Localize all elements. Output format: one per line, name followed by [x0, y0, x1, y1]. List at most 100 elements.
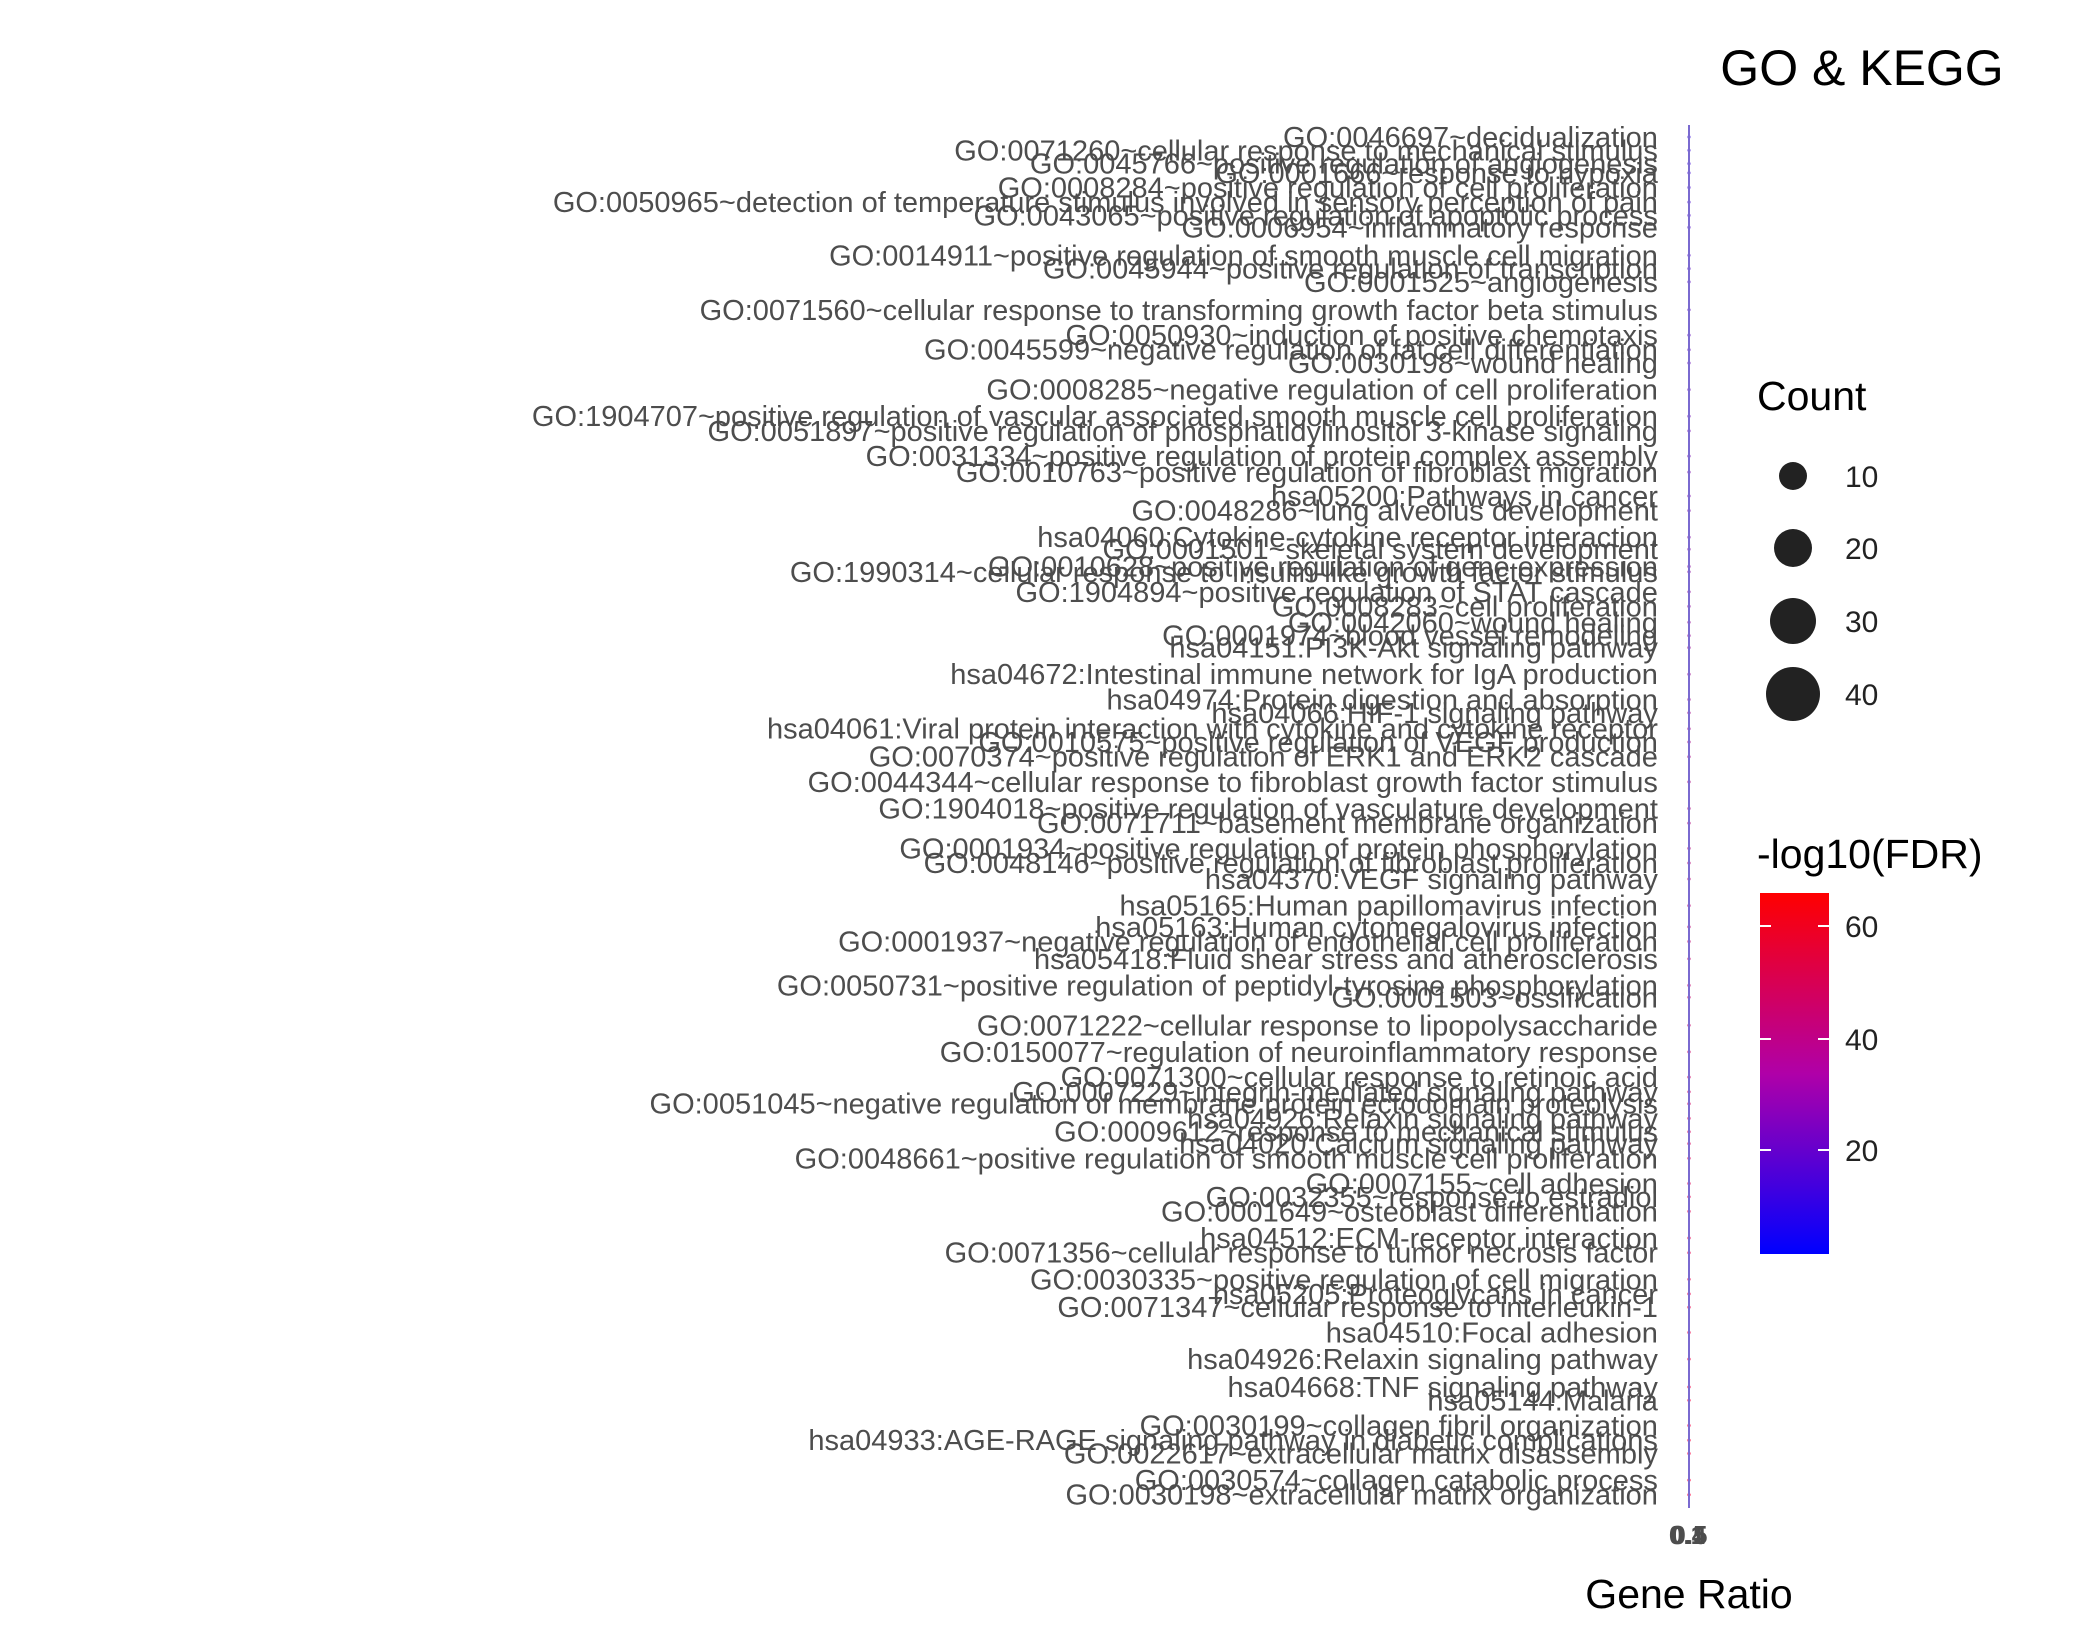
y-axis-label: GO:0042060~wound healing: [1288, 607, 1658, 639]
y-axis-label: GO:0009612~response to mechanical stimul…: [1054, 1117, 1658, 1149]
y-axis-label: hsa04512:ECM-receptor interaction: [1200, 1223, 1658, 1255]
y-axis-label: GO:0010763~positive regulation of fibrob…: [956, 457, 1658, 489]
y-axis-label: GO:0001934~positive regulation of protei…: [899, 833, 1658, 865]
y-axis-label: GO:0048286~lung alveolus development: [1131, 496, 1657, 528]
y-axis-label: GO:1904707~positive regulation of vascul…: [532, 401, 1658, 433]
color-legend-tick-label: 20: [1845, 1135, 1878, 1168]
y-axis-label: GO:0071300~cellular response to retinoic…: [1061, 1062, 1658, 1094]
y-axis-label: hsa04510:Focal adhesion: [1326, 1318, 1658, 1350]
y-axis-label: GO:0071711~basement membrane organizatio…: [1037, 808, 1658, 840]
y-axis-label: GO:0051045~negative regulation of membra…: [650, 1089, 1658, 1121]
x-axis-title: Gene Ratio: [1585, 1571, 1792, 1617]
y-axis-label: hsa05200:Pathways in cancer: [1271, 481, 1658, 513]
y-axis-label: GO:0070374~positive regulation of ERK1 a…: [869, 742, 1658, 774]
y-axis-label: GO:0001501~skeletal system development: [1103, 534, 1658, 566]
x-axis-ticks: 0.10.40.5: [1669, 1520, 1708, 1550]
y-axis-label: GO:0007229~integrin-mediated signaling p…: [1012, 1077, 1658, 1109]
color-legend-tick-label: 60: [1845, 911, 1878, 944]
y-axis-label: hsa04926:Relaxin signaling pathway: [1187, 1103, 1658, 1135]
y-axis-label: GO:0030198~extracellular matrix organiza…: [1065, 1480, 1657, 1512]
y-axis-label: hsa04061:Viral protein interaction with …: [767, 714, 1658, 746]
color-legend: -log10(FDR) 20 40 60: [1757, 831, 1983, 1254]
y-axis-label: GO:0022617~extracellular matrix disassem…: [1064, 1439, 1658, 1471]
y-axis-label: GO:1904894~positive regulation of STAT c…: [1015, 577, 1657, 609]
y-axis-label: hsa04926:Relaxin signaling pathway: [1187, 1344, 1658, 1376]
x-tick-label: 0.4: [1670, 1520, 1707, 1550]
y-axis-label: GO:0008284~positive regulation of cell p…: [998, 173, 1658, 205]
y-axis-label: GO:0071347~cellular response to interleu…: [1057, 1292, 1658, 1324]
y-axis-label: GO:0043065~positive regulation of apopto…: [974, 200, 1658, 232]
size-legend-label: 30: [1845, 606, 1878, 639]
y-axis-label: hsa05418:Fluid shear stress and atherosc…: [1034, 944, 1658, 976]
x-tick-label: 0.5: [1671, 1520, 1707, 1550]
y-axis-label: hsa04370:VEGF signaling pathway: [1205, 864, 1659, 896]
size-legend-title: Count: [1757, 373, 1867, 419]
y-axis-label: GO:0045944~positive regulation of transc…: [1043, 254, 1658, 286]
size-legend-label: 20: [1845, 533, 1878, 566]
color-legend-bar: [1760, 893, 1829, 1254]
y-axis-label: hsa04060:Cytokine-cytokine receptor inte…: [1037, 522, 1658, 554]
y-axis-label: GO:0008285~negative regulation of cell p…: [986, 375, 1657, 407]
y-axis-label: GO:0045766~positive regulation of angiog…: [1030, 149, 1658, 181]
y-axis-label: hsa05165:Human papillomavirus infection: [1119, 891, 1657, 923]
size-legend: Count 10 20 30 40: [1757, 373, 1878, 721]
y-axis-label: GO:0032355~response to estradiol: [1206, 1182, 1658, 1214]
y-axis-label: GO:0030198~wound healing: [1288, 348, 1658, 380]
color-legend-ticks: 20 40 60: [1760, 911, 1878, 1168]
y-axis-label: GO:0030335~positive regulation of cell m…: [1030, 1264, 1658, 1296]
y-axis-label: hsa05144:Malaria: [1427, 1385, 1658, 1417]
y-axis-label: hsa04020:Calcium signaling pathway: [1179, 1129, 1658, 1161]
y-axis-label: GO:0071260~cellular response to mechanic…: [954, 135, 1658, 167]
y-axis-label: GO:0001974~blood vessel remodeling: [1162, 621, 1658, 653]
y-axis-label: hsa05163:Human cytomegalovirus infection: [1095, 912, 1658, 944]
color-legend-title: -log10(FDR): [1757, 831, 1983, 877]
y-axis-label: GO:0001666~response to hypoxia: [1215, 158, 1658, 190]
y-axis-label: GO:0010628~positive regulation of gene e…: [988, 552, 1658, 584]
y-axis-label: GO:0001525~angiogenesis: [1304, 267, 1658, 299]
y-axis-label: GO:1904018~positive regulation of vascul…: [878, 794, 1657, 826]
y-axis-label: GO:0030199~collagen fibril organization: [1140, 1411, 1658, 1443]
y-axis-labels: GO:0046697~decidualizationGO:0071260~cel…: [532, 122, 1659, 1512]
color-legend-tick-label: 40: [1845, 1024, 1878, 1057]
y-axis-label: hsa04668:TNF signaling pathway: [1227, 1372, 1658, 1404]
y-axis-label: hsa04066:HIF-1 signaling pathway: [1211, 698, 1658, 730]
chart-title: GO & KEGG: [1720, 40, 2003, 96]
y-axis-label: hsa04672:Intestinal immune network for I…: [950, 659, 1658, 691]
y-axis-label: GO:0071222~cellular response to lipopoly…: [977, 1010, 1658, 1042]
y-axis-label: hsa05205:Proteoglycans in cancer: [1213, 1279, 1658, 1311]
y-axis-label: GO:0150077~regulation of neuroinflammato…: [940, 1037, 1658, 1069]
y-axis-label: GO:0001503~ossification: [1331, 982, 1657, 1014]
y-axis-label: GO:0007155~cell adhesion: [1306, 1169, 1658, 1201]
y-axis-label: hsa04933:AGE-RAGE signaling pathway in d…: [808, 1425, 1658, 1457]
y-axis-label: GO:0010575~positive regulation of VEGF p…: [978, 727, 1658, 759]
y-axis-label: GO:0046697~decidualization: [1283, 122, 1658, 154]
y-axis-label: GO:0071560~cellular response to transfor…: [700, 295, 1658, 327]
y-axis-label: GO:0001649~osteoblast differentiation: [1161, 1196, 1658, 1228]
y-axis-label: hsa04151:PI3K-Akt signaling pathway: [1169, 633, 1658, 665]
y-axis-label: GO:0030574~collagen catabolic process: [1135, 1465, 1658, 1497]
y-axis-label: GO:0048146~positive regulation of fibrob…: [924, 848, 1658, 880]
size-legend-dot: [1766, 667, 1820, 721]
size-legend-dot: [1770, 598, 1816, 644]
y-axis-label: GO:0045599~negative regulation of fat ce…: [924, 335, 1658, 367]
size-legend-label: 10: [1845, 461, 1878, 494]
y-axis-label: GO:0051897~positive regulation of phosph…: [708, 416, 1658, 448]
y-axis-label: GO:0050930~induction of positive chemota…: [1065, 320, 1657, 352]
y-axis-label: GO:0050965~detection of temperature stim…: [553, 187, 1658, 219]
size-legend-dot: [1779, 462, 1807, 490]
y-axis-label: GO:1990314~cellular response to insulin-…: [790, 557, 1658, 589]
size-legend-dot: [1774, 529, 1812, 567]
y-axis-label: GO:0008283~cell proliferation: [1272, 591, 1658, 623]
x-tick-label: 0.1: [1669, 1520, 1705, 1550]
y-axis-label: GO:0050731~positive regulation of peptid…: [777, 970, 1658, 1002]
y-axis-label: GO:0031334~positive regulation of protei…: [866, 441, 1659, 473]
y-axis-label: GO:0001937~negative regulation of endoth…: [838, 927, 1658, 959]
size-legend-items: 10 20 30 40: [1766, 461, 1878, 721]
y-axis-label: GO:0014911~positive regulation of smooth…: [829, 240, 1658, 272]
y-axis-label: GO:0071356~cellular response to tumor ne…: [945, 1238, 1659, 1270]
size-legend-label: 40: [1845, 679, 1878, 712]
y-axis-label: GO:0044344~cellular response to fibrobla…: [808, 767, 1658, 799]
y-axis-label: GO:0048661~positive regulation of smooth…: [795, 1143, 1658, 1175]
